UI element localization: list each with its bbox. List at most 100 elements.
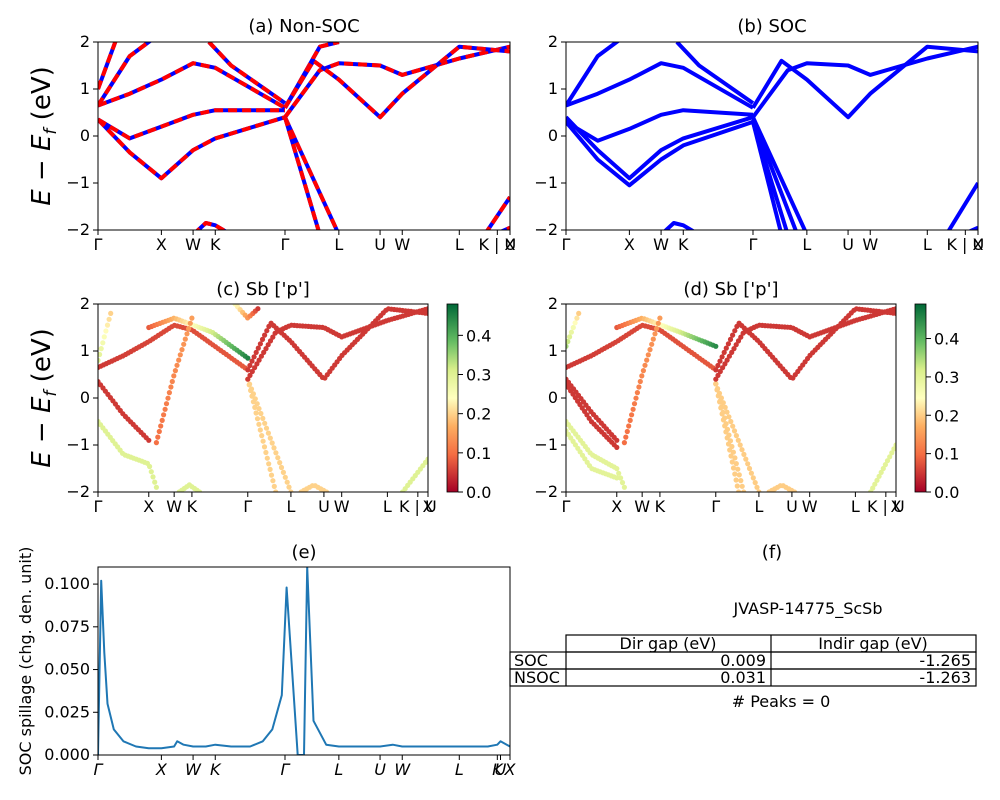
projection-point <box>249 368 255 375</box>
projection-point <box>284 479 290 485</box>
projection-point <box>258 353 264 359</box>
projection-point <box>161 412 167 418</box>
projection-point <box>657 315 663 321</box>
projection-point <box>725 441 732 447</box>
projection-point <box>153 484 159 490</box>
projection-point <box>259 336 266 342</box>
band-line-down <box>283 44 510 120</box>
x-tick-label: X <box>504 760 517 779</box>
band-line-down <box>98 61 286 110</box>
projection-point <box>621 484 628 490</box>
projection-point <box>640 368 647 374</box>
y-tick-label: 0.025 <box>44 702 90 721</box>
projection-point <box>743 456 749 462</box>
panel-e-ylabel: SOC spillage (chg. den. unit) <box>16 547 35 776</box>
colorbar-tick-label: 0.0 <box>466 483 491 502</box>
projection-point <box>733 342 739 348</box>
band-line <box>751 118 798 230</box>
projection-point <box>172 368 178 374</box>
x-tick-label: W <box>394 760 411 779</box>
projection-point <box>574 315 580 321</box>
projection-point <box>253 349 259 355</box>
projection-point <box>728 418 734 425</box>
projection-point <box>715 372 721 378</box>
projection-point <box>269 440 275 446</box>
colorbar-tick-label: 0.1 <box>934 445 959 464</box>
projection-point <box>148 469 154 475</box>
projection-point <box>723 345 729 351</box>
projection-point <box>189 315 195 321</box>
projection-point <box>255 306 261 312</box>
projection-point <box>741 451 747 457</box>
projection-point <box>245 367 251 373</box>
panel-d-colorbar <box>914 303 927 493</box>
projection-point <box>731 346 737 352</box>
projection-point <box>650 336 656 342</box>
projection-point <box>323 489 330 492</box>
projection-point <box>738 478 744 484</box>
projection-point <box>273 450 279 456</box>
projection-point <box>169 378 175 385</box>
projection-point <box>261 349 267 355</box>
projection-point <box>738 334 744 340</box>
projection-point <box>264 455 270 461</box>
projection-point <box>265 430 271 436</box>
projection-point <box>887 454 893 460</box>
projection-point <box>576 310 582 316</box>
projection-point <box>637 378 643 385</box>
projection-point <box>267 435 273 441</box>
panel-e-spillage: (e) SOC spillage (chg. den. unit) 0.000 0… <box>16 542 517 779</box>
projection-point <box>162 406 168 412</box>
x-tick-label: Γ <box>94 760 104 779</box>
projection-point <box>254 416 261 422</box>
projection-point <box>256 421 262 427</box>
projection-point <box>158 423 164 429</box>
x-tick-label: K | U <box>867 497 905 516</box>
y-tick-label: 0.050 <box>44 660 90 679</box>
x-tick-label: L <box>334 235 343 254</box>
projection-point <box>616 470 622 476</box>
x-tick-label: U <box>374 235 386 254</box>
x-tick-label: Γ <box>711 497 720 516</box>
y-tick-label: 0 <box>80 388 90 407</box>
colorbar-tick-label: 0.3 <box>934 368 959 387</box>
y-tick-label: 0.100 <box>44 574 90 593</box>
x-tick-label: Γ <box>243 497 252 516</box>
x-tick-label: U <box>318 497 330 516</box>
projection-point <box>177 352 183 358</box>
projection-point <box>425 310 428 316</box>
x-tick-label: Γ <box>94 235 103 254</box>
peaks-count: # Peaks = 0 <box>732 692 831 711</box>
y-tick-label: 1 <box>548 341 558 360</box>
band-line-up <box>98 115 286 181</box>
y-tick-label: 0 <box>548 126 558 145</box>
projection-point <box>275 455 281 461</box>
x-tick-label: W <box>862 235 878 254</box>
projection-point <box>745 461 751 467</box>
projection-point <box>257 341 263 347</box>
x-tick-label: Γ <box>562 235 571 254</box>
projection-point <box>724 357 730 363</box>
projection-point <box>730 465 737 471</box>
projection-point <box>186 326 192 332</box>
band-line-down <box>207 42 287 105</box>
band-line <box>967 225 978 230</box>
band-line-down <box>283 44 510 119</box>
panel-f-title: (f) <box>762 542 782 563</box>
projection-point <box>146 437 152 443</box>
table-cell-dir: 0.031 <box>720 668 766 687</box>
projection-point <box>654 326 660 332</box>
projection-point <box>187 320 193 326</box>
projection-point <box>245 376 251 382</box>
colorbar-tick-label: 0.1 <box>466 444 491 463</box>
x-tick-label: L <box>383 497 392 516</box>
x-tick-label: L <box>455 235 464 254</box>
panel-c-title: (c) Sb ['p'] <box>216 279 310 300</box>
projection-point <box>156 428 162 435</box>
projection-point <box>286 484 292 490</box>
band-line-up <box>283 44 510 119</box>
x-tick-label: K | U <box>478 235 516 254</box>
